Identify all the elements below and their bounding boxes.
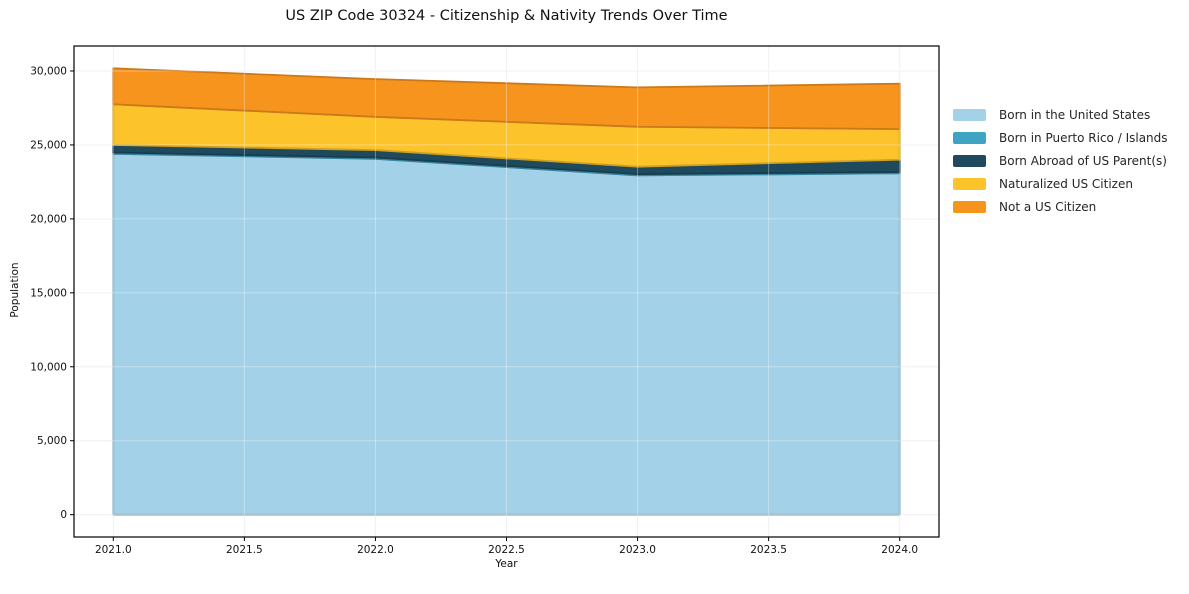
- y-tick-label: 5,000: [37, 435, 67, 447]
- legend-swatch: [953, 131, 986, 144]
- y-tick-label: 20,000: [30, 213, 67, 225]
- legend-swatch: [953, 177, 986, 190]
- x-tick-label: 2022.0: [357, 544, 394, 556]
- legend-swatch: [953, 154, 986, 167]
- x-tick-label: 2021.0: [95, 544, 132, 556]
- x-tick-label: 2021.5: [226, 544, 263, 556]
- legend-row: Born in Puerto Rico / Islands: [953, 126, 1168, 149]
- legend-row: Naturalized US Citizen: [953, 172, 1168, 195]
- x-tick-label: 2023.5: [750, 544, 787, 556]
- legend-label: Born Abroad of US Parent(s): [999, 153, 1167, 168]
- legend-label: Not a US Citizen: [999, 199, 1097, 214]
- legend-label: Born in the United States: [999, 107, 1151, 122]
- y-tick-label: 0: [60, 509, 67, 521]
- y-tick-label: 10,000: [30, 361, 67, 373]
- legend-swatch: [953, 108, 986, 121]
- legend-row: Born Abroad of US Parent(s): [953, 149, 1168, 172]
- y-axis-label: Population: [9, 262, 21, 318]
- y-tick-label: 30,000: [30, 65, 67, 77]
- x-axis-label: Year: [495, 558, 518, 570]
- x-tick-label: 2022.5: [488, 544, 525, 556]
- legend-label: Naturalized US Citizen: [999, 176, 1133, 191]
- area-series: [112, 67, 901, 131]
- x-tick-label: 2023.0: [619, 544, 656, 556]
- legend-row: Not a US Citizen: [953, 195, 1168, 218]
- legend-label: Born in Puerto Rico / Islands: [999, 130, 1168, 145]
- chart-title: US ZIP Code 30324 - Citizenship & Nativi…: [285, 8, 728, 24]
- y-tick-label: 25,000: [30, 139, 67, 151]
- chart-legend: Born in the United States Born in Puerto …: [953, 103, 1168, 218]
- x-tick-label: 2024.0: [881, 544, 918, 556]
- legend-swatch: [953, 200, 986, 213]
- legend-row: Born in the United States: [953, 103, 1168, 126]
- y-tick-label: 15,000: [30, 287, 67, 299]
